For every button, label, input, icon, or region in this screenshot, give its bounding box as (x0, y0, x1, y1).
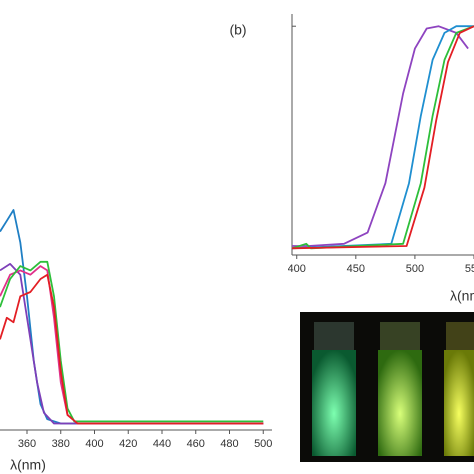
x-tick-label: 550 (465, 263, 474, 275)
line-series (291, 25, 474, 250)
y-tick-label: 1 (282, 20, 288, 32)
x-tick-label: 500 (254, 438, 272, 450)
x-tick-label: 420 (119, 438, 137, 450)
panel-label: (b) (229, 22, 246, 38)
x-tick-label: 500 (406, 263, 424, 275)
x-tick-label: 460 (187, 438, 205, 450)
x-axis-label: λ(nm) (10, 457, 46, 473)
line-series (0, 209, 264, 425)
line-series (0, 263, 264, 425)
emission-chart: 400 450 500 550 1 (282, 14, 474, 275)
line-series (0, 273, 264, 425)
x-tick-label: 450 (347, 263, 365, 275)
photo (300, 312, 474, 462)
line-series (291, 25, 474, 250)
x-tick-label: 380 (52, 438, 70, 450)
absorption-chart: λ(nm) 360 380 400 420 440 460 480 500 (0, 209, 272, 473)
x-tick-label: 400 (85, 438, 103, 450)
line-series (0, 260, 264, 423)
x-tick-label: 480 (220, 438, 238, 450)
line-series (291, 25, 474, 250)
line-series (292, 25, 469, 247)
x-tick-label: 360 (18, 438, 36, 450)
x-tick-label: 440 (153, 438, 171, 450)
x-axis-label: λ(nm) (450, 288, 474, 304)
x-tick-label: 400 (288, 263, 306, 275)
